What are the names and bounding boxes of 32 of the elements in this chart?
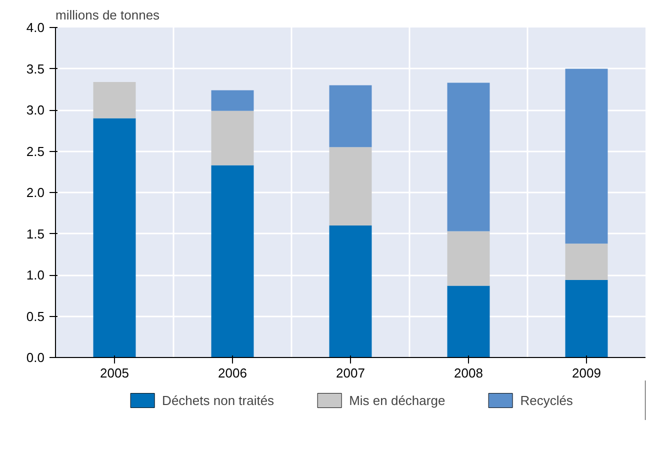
bar [211,90,254,111]
bar [565,244,608,280]
bar [447,231,490,286]
x-tick-label: 2005 [100,366,129,380]
bar [93,82,136,118]
bar [211,165,254,358]
y-tick-label: 3.5 [26,61,45,76]
legend-label: Mis en décharge [349,392,446,409]
bar [565,280,608,358]
y-tick-label: 1.0 [26,268,45,282]
bar [447,82,490,232]
y-tick-label: 2.0 [26,185,45,200]
bar [329,147,372,226]
bar [211,110,254,166]
x-tick-label: 2008 [454,366,483,380]
y-axis-title: millions de tonnes [56,8,160,22]
bar [93,118,136,358]
y-tick-label: 4.0 [26,20,45,35]
bar [329,226,372,358]
bar [565,68,608,244]
x-tick-label: 2006 [218,366,247,380]
legend-label: Déchets non traités [162,392,274,409]
y-tick-label: 0.0 [26,350,45,365]
y-tick-label: 2.5 [26,144,45,159]
bar [329,85,372,148]
bar [447,286,490,358]
legend-label: Recyclés [520,392,573,409]
y-tick-label: 1.5 [26,226,45,242]
x-tick-label: 2009 [572,366,601,380]
y-tick-label: 0.5 [26,308,45,324]
x-tick-label: 2007 [336,366,365,380]
y-tick-label: 3.0 [26,102,45,118]
